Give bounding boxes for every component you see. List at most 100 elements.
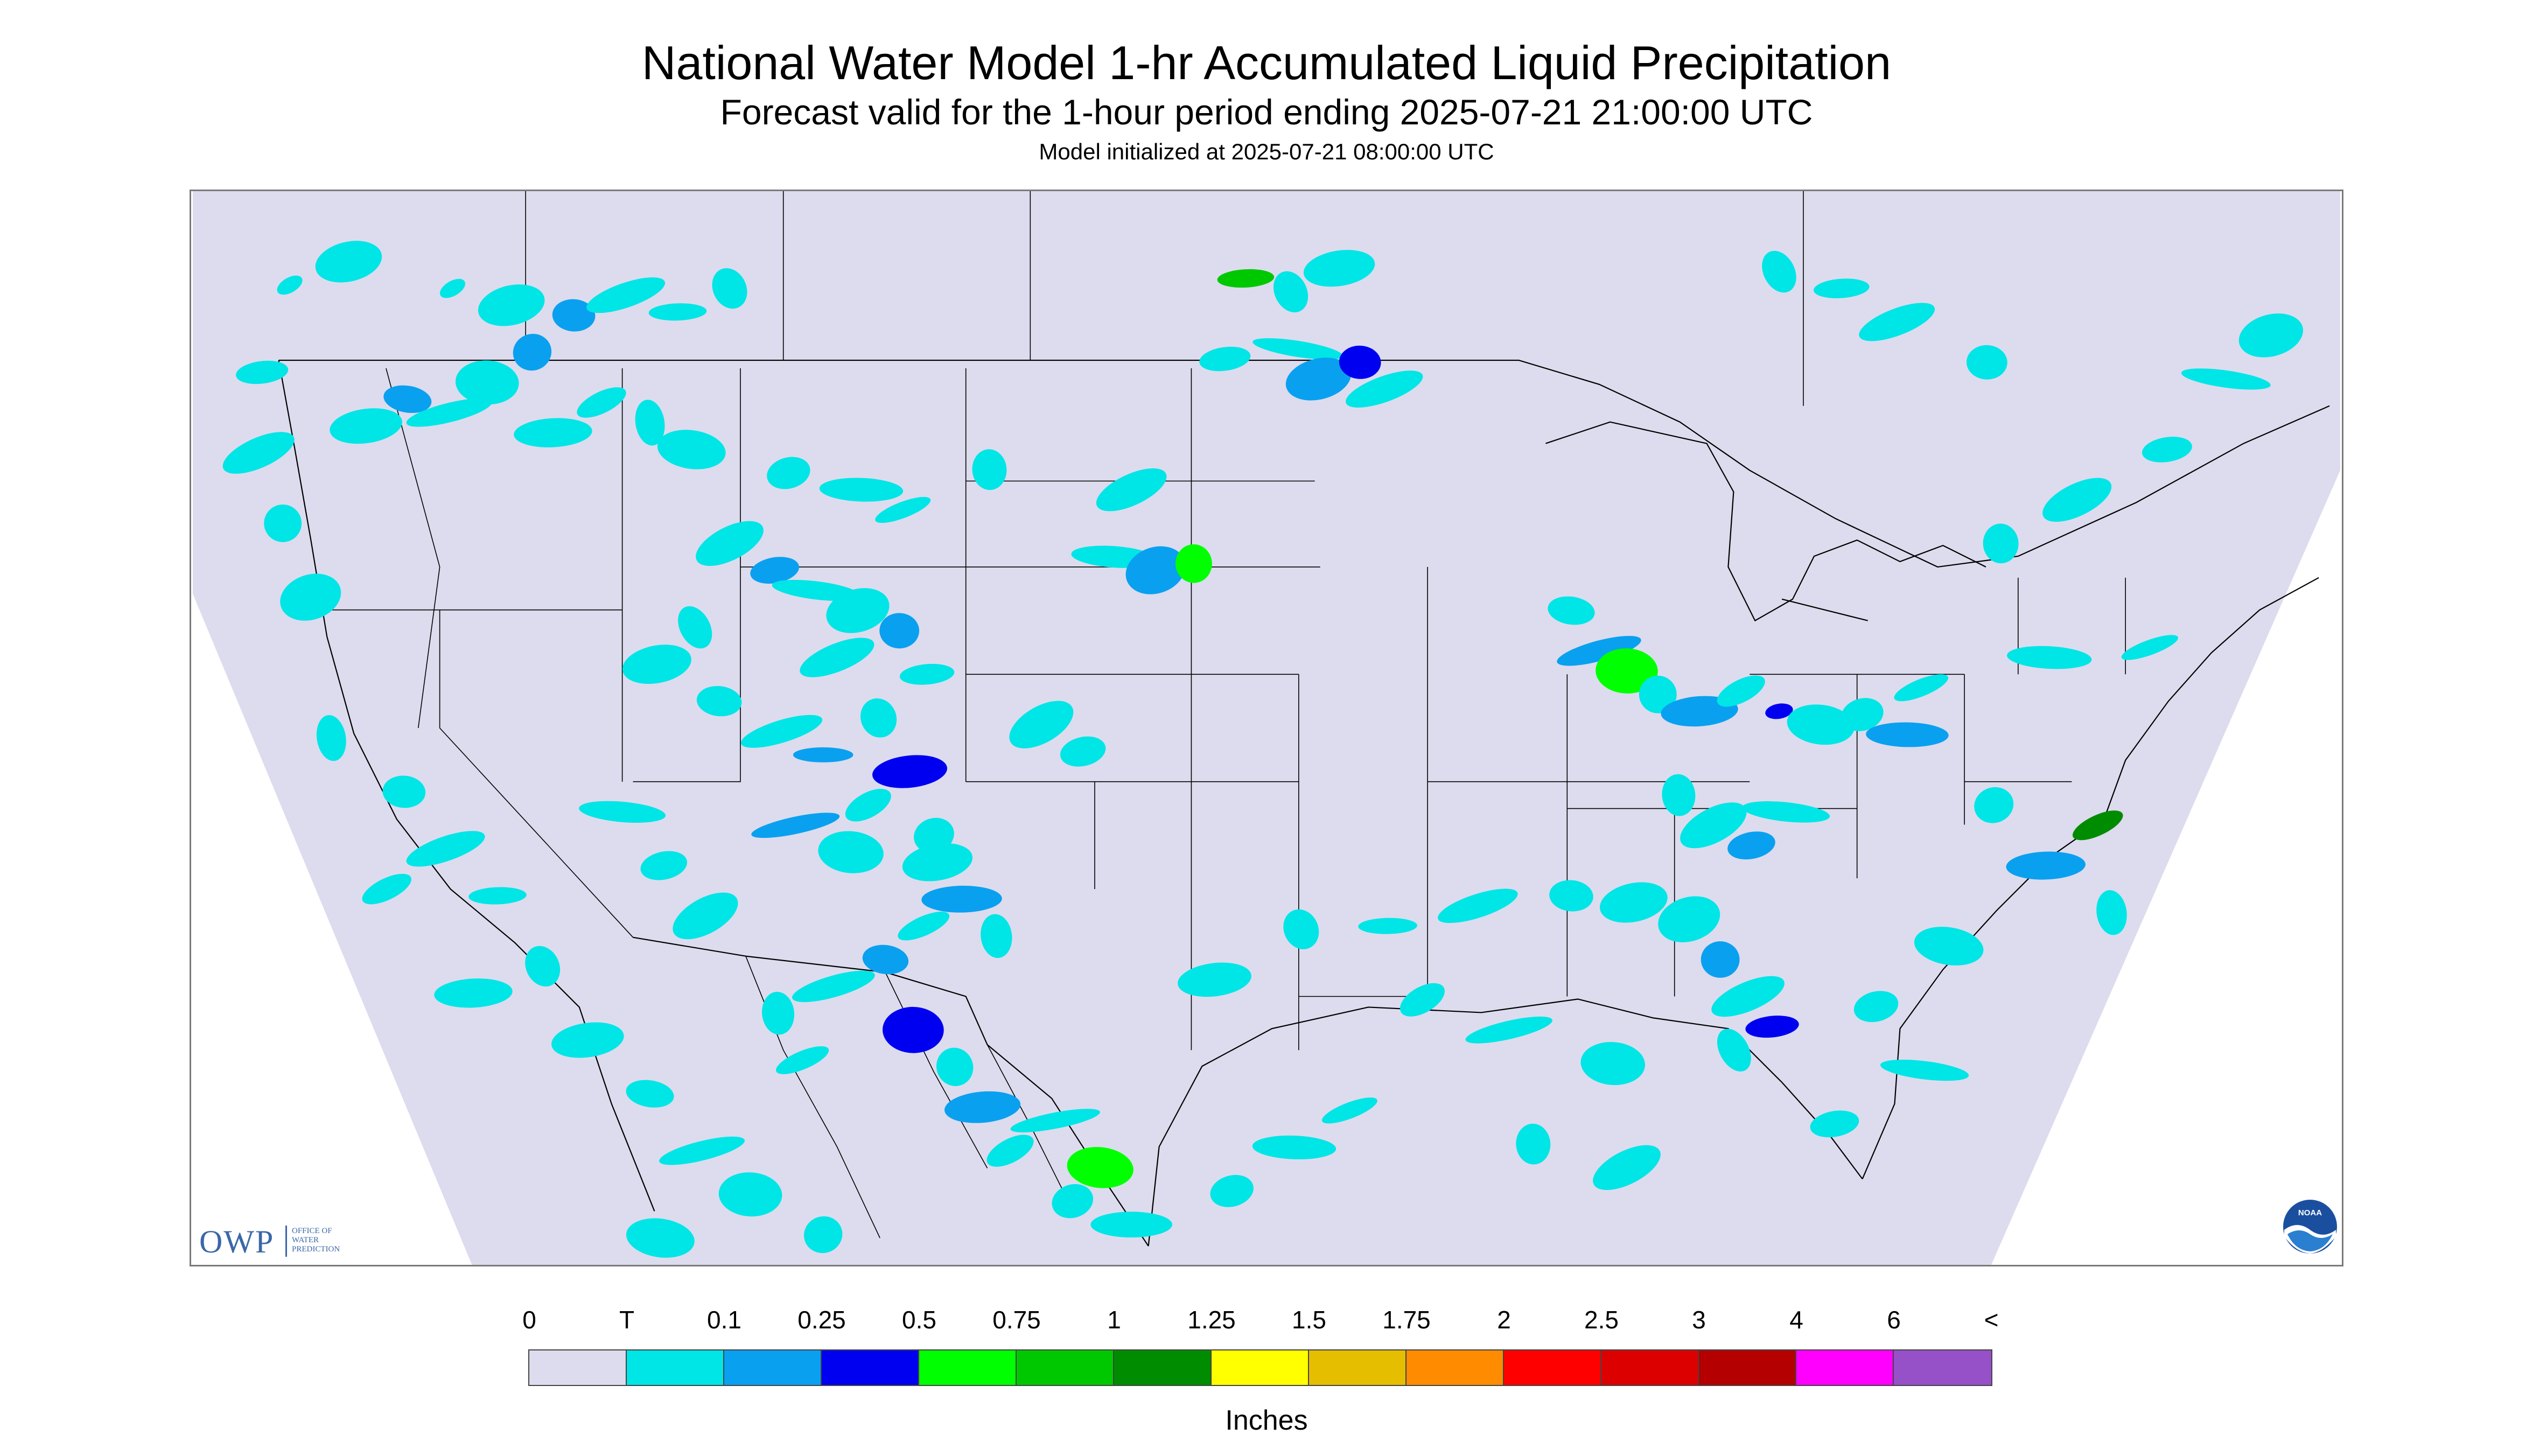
- legend-tick-label: 1.25: [1187, 1306, 1236, 1334]
- precip-cell: [1303, 250, 1375, 287]
- legend-tick-label: 0.1: [707, 1306, 741, 1334]
- precip-cell: [383, 385, 432, 413]
- precip-cell: [382, 775, 426, 808]
- precip-cell: [1010, 1109, 1100, 1132]
- precip-cell: [1052, 1184, 1094, 1219]
- legend-tick-label: 1.75: [1382, 1306, 1431, 1334]
- legend-swatch: [1504, 1350, 1601, 1385]
- precip-cell: [648, 303, 707, 321]
- precip-cell: [1639, 675, 1677, 713]
- conus-map: [193, 191, 2340, 1265]
- precip-cell: [1516, 1123, 1551, 1165]
- precip-cell: [1787, 704, 1855, 745]
- legend-tick-label: 1: [1107, 1306, 1121, 1334]
- precip-cell: [986, 1135, 1034, 1167]
- precip-cell: [1548, 596, 1595, 625]
- precip-cell: [1983, 523, 2019, 564]
- legend-tick-label: 2.5: [1584, 1306, 1619, 1334]
- precip-cell: [434, 978, 513, 1008]
- precip-cell: [862, 944, 909, 975]
- precip-cell: [586, 277, 666, 313]
- precip-cell: [972, 449, 1007, 491]
- precip-cell: [875, 496, 931, 523]
- precip-cell: [1866, 722, 1949, 747]
- map-panel: [190, 190, 2343, 1266]
- precip-cell: [696, 521, 764, 566]
- precip-cell: [640, 851, 688, 880]
- precip-cell: [315, 241, 382, 283]
- precip-cell: [635, 400, 665, 446]
- precip-cell: [1009, 701, 1074, 748]
- precip-cell: [1283, 909, 1319, 949]
- precip-cell: [1717, 1028, 1751, 1072]
- precip-cell: [362, 873, 411, 905]
- legend-swatch: [919, 1350, 1017, 1385]
- legend-unit-label: Inches: [1225, 1405, 1308, 1436]
- precip-cell: [1199, 346, 1251, 372]
- precip-cell: [1217, 269, 1275, 288]
- precip-cell: [2121, 635, 2178, 660]
- legend-tick-label: 2: [1497, 1306, 1511, 1334]
- precip-cell: [577, 387, 626, 418]
- legend-swatch: [1309, 1350, 1407, 1385]
- precip-cell: [2006, 851, 2086, 880]
- precip-cell: [264, 504, 302, 542]
- legend-swatch: [1017, 1350, 1114, 1385]
- precip-cell: [551, 1022, 624, 1058]
- precip-cell: [1285, 358, 1352, 401]
- precip-cell: [673, 892, 738, 940]
- legend-tick-label: 0.5: [902, 1306, 936, 1334]
- precip-cell: [478, 284, 545, 326]
- legend-swatch: [822, 1350, 919, 1385]
- legend-tick-label: 6: [1887, 1306, 1901, 1334]
- precip-cell: [626, 1218, 695, 1258]
- legend-swatch: [1894, 1350, 1991, 1385]
- precip-cell: [1557, 635, 1641, 666]
- precip-cell: [1339, 345, 1381, 379]
- precip-cell: [406, 831, 485, 867]
- precip-cell: [1096, 468, 1167, 512]
- precip-cell: [468, 887, 527, 905]
- precip-cell: [1701, 941, 1740, 978]
- precip-cell: [406, 398, 492, 427]
- precip-cell: [439, 278, 465, 298]
- precip-cell: [819, 478, 904, 502]
- precip-cell: [872, 755, 947, 788]
- precip-cell: [1465, 1016, 1552, 1044]
- state-lines: [289, 368, 2126, 1051]
- precip-cell: [944, 1091, 1021, 1123]
- precip-cell: [1810, 1110, 1859, 1138]
- owp-logo: OWP OFFICE OF WATER PREDICTION: [199, 1220, 377, 1263]
- legend-swatch: [529, 1350, 627, 1385]
- precip-cell: [2181, 368, 2271, 390]
- precip-cell: [657, 430, 726, 470]
- noaa-logo-text: NOAA: [2298, 1208, 2322, 1217]
- gulf-coastline: [1147, 998, 1863, 1247]
- precip-cell: [792, 970, 875, 1003]
- precip-cell: [1252, 338, 1343, 360]
- precip-cell: [776, 1046, 829, 1074]
- legend-swatch: [1796, 1350, 1894, 1385]
- precip-cell: [1727, 831, 1775, 860]
- precip-cell: [1841, 698, 1884, 731]
- precip-cell: [1210, 1175, 1254, 1207]
- precip-cell: [2072, 810, 2123, 841]
- legend-tick-label: <: [1984, 1306, 1999, 1334]
- precip-cell: [751, 813, 840, 838]
- owp-logo-divider: [285, 1226, 287, 1257]
- legend-swatch: [1407, 1350, 1504, 1385]
- precip-cell: [826, 588, 890, 633]
- precip-cell: [860, 698, 897, 738]
- precip-cell: [898, 911, 950, 941]
- owp-logo-text: OFFICE OF WATER PREDICTION: [292, 1227, 340, 1254]
- precip-cell: [1438, 888, 1518, 923]
- precip-cell: [622, 645, 691, 684]
- precip-cell: [1914, 927, 1984, 966]
- precip-cell: [513, 333, 552, 371]
- precip-cell: [1358, 918, 1417, 934]
- legend-tick-label: 0: [522, 1306, 536, 1334]
- precip-cell: [1321, 1097, 1377, 1124]
- legend-swatch: [627, 1350, 724, 1385]
- precip-cell: [579, 801, 666, 823]
